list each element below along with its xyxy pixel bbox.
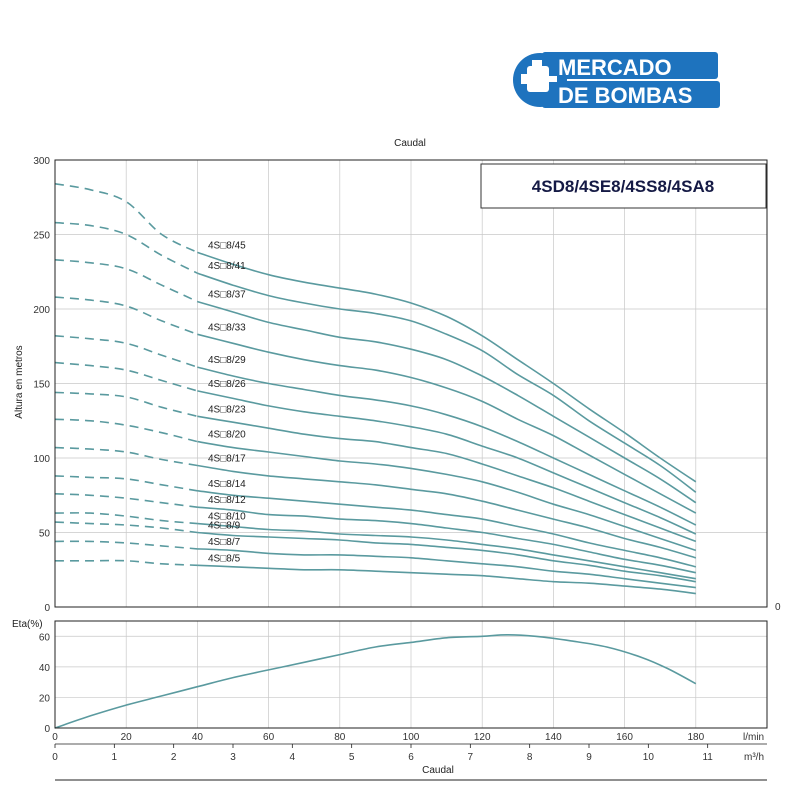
curve-label: 4S□8/29 <box>208 355 246 366</box>
head-curve <box>197 333 697 514</box>
y-axis-title: Altura en metros <box>14 345 25 418</box>
curve-label: 4S□8/20 <box>208 430 246 441</box>
eta-y-tick-label: 20 <box>39 693 51 704</box>
head-y-tick-label: 300 <box>33 156 50 167</box>
x-m3h-tick-label: 3 <box>230 752 236 763</box>
x-m3h-tick-label: 0 <box>52 752 58 763</box>
head-curve <box>197 366 697 526</box>
head-y-tick-label: 0 <box>44 603 50 614</box>
head-curve <box>197 300 697 504</box>
head-y-tick-label: 50 <box>39 529 51 540</box>
x-m3h-tick-label: 11 <box>702 752 713 763</box>
x-lmin-unit: l/min <box>743 732 764 743</box>
eta-panel-frame <box>54 620 768 729</box>
head-y-tick-label: 250 <box>33 231 50 242</box>
curve-label: 4S□8/17 <box>208 453 246 464</box>
x-lmin-tick-label: 160 <box>616 732 633 743</box>
x-m3h-tick-label: 8 <box>527 752 533 763</box>
head-curve-dashed <box>54 361 198 392</box>
x-lmin-tick-label: 0 <box>52 732 58 743</box>
logo-bar-bottom <box>542 81 720 108</box>
eta-line <box>54 633 697 729</box>
eta-grid <box>55 621 767 728</box>
x-m3h-tick-label: 1 <box>112 752 118 763</box>
curve-label: 4S□8/26 <box>208 379 246 390</box>
x-lmin-tick-label: 100 <box>403 732 420 743</box>
head-curve <box>197 251 697 483</box>
logo-bar-top <box>542 52 718 79</box>
curve-label: 4S□8/14 <box>208 479 246 490</box>
x-m3h-tick-label: 7 <box>468 752 474 763</box>
x-lmin-tick-label: 60 <box>263 732 275 743</box>
curve-label: 4S□8/9 <box>208 521 241 532</box>
curve-label: 4S□8/12 <box>208 495 246 506</box>
curve-label: 4S□8/41 <box>208 261 246 272</box>
logo-line2: DE BOMBAS <box>558 83 692 108</box>
model-title-frame <box>480 163 767 209</box>
head-curve-dashed <box>54 221 198 274</box>
x-lmin-tick-label: 120 <box>474 732 491 743</box>
head-curve-dashed <box>54 335 198 368</box>
head-curve <box>197 415 697 543</box>
x-lmin-tick-label: 40 <box>192 732 204 743</box>
head-curve <box>197 531 696 583</box>
head-grid <box>55 160 768 607</box>
head-y-tick-label: 200 <box>33 305 50 316</box>
x-lmin-tick-label: 80 <box>334 732 346 743</box>
head-curve <box>197 440 697 552</box>
curve-label: 4S□8/7 <box>208 537 241 548</box>
bottom-x-axis-title: Caudal <box>422 765 454 776</box>
top-x-axis-title: Caudal <box>394 138 426 149</box>
model-title-box: 4SD8/4SE8/4SS8/4SA8 <box>480 163 767 209</box>
head-curve <box>197 522 696 580</box>
head-curve <box>197 390 697 535</box>
x-m3h-tick-label: 5 <box>349 752 355 763</box>
eta-axis-title: Eta(%) <box>12 619 43 630</box>
head-curve <box>197 506 696 574</box>
head-curve <box>197 564 696 595</box>
logo-line1: MERCADO <box>558 55 672 80</box>
head-curve <box>197 464 697 559</box>
curve-label: 4S□8/45 <box>208 240 246 251</box>
x-lmin-tick-label: 140 <box>545 732 562 743</box>
logo-graphic: MERCADO DE BOMBAS <box>513 52 720 108</box>
x-m3h-tick-label: 2 <box>171 752 177 763</box>
head-curve-dashed <box>54 183 198 254</box>
curve-label: 4S□8/37 <box>208 290 246 301</box>
head-y-tick-label: 150 <box>33 380 50 391</box>
head-curve-dashed <box>54 259 198 303</box>
eta-y-tick-label: 40 <box>39 663 51 674</box>
x-lmin-tick-label: 180 <box>687 732 704 743</box>
chart-title: 4SD8/4SE8/4SS8/4SA8 <box>532 177 714 196</box>
curve-label: 4S□8/10 <box>208 512 246 523</box>
head-curve <box>197 490 696 568</box>
head-curves <box>54 183 697 595</box>
curve-labels: 4S□8/45 4S□8/41 4S□8/37 4S□8/33 4S□8/29 4S□8/… <box>208 240 246 564</box>
curve-label: 4S□8/5 <box>208 553 241 564</box>
right-zero-label: 0 <box>775 602 781 613</box>
pump-icon <box>521 60 557 92</box>
x-m3h-tick-label: 6 <box>408 752 414 763</box>
eta-y-tick-label: 60 <box>39 632 51 643</box>
x-m3h-unit: m³/h <box>744 752 764 763</box>
curve-label: 4S□8/33 <box>208 322 246 333</box>
head-curve <box>197 272 697 493</box>
head-y-tick-label: 100 <box>33 454 50 465</box>
head-panel-frame <box>54 159 768 608</box>
efficiency-curve <box>54 633 697 729</box>
head-curve-dashed <box>54 296 198 336</box>
x-m3h-tick-label: 9 <box>586 752 592 763</box>
x-m3h-tick-label: 4 <box>290 752 296 763</box>
x-lmin-tick-label: 20 <box>121 732 133 743</box>
head-curve <box>197 548 696 589</box>
x-m3h-tick-label: 10 <box>643 752 655 763</box>
eta-y-tick-label: 0 <box>44 724 50 735</box>
brand-logo: MERCADO DE BOMBAS <box>512 46 722 112</box>
curve-label: 4S□8/23 <box>208 404 246 415</box>
head-curve-dashed <box>54 391 198 418</box>
